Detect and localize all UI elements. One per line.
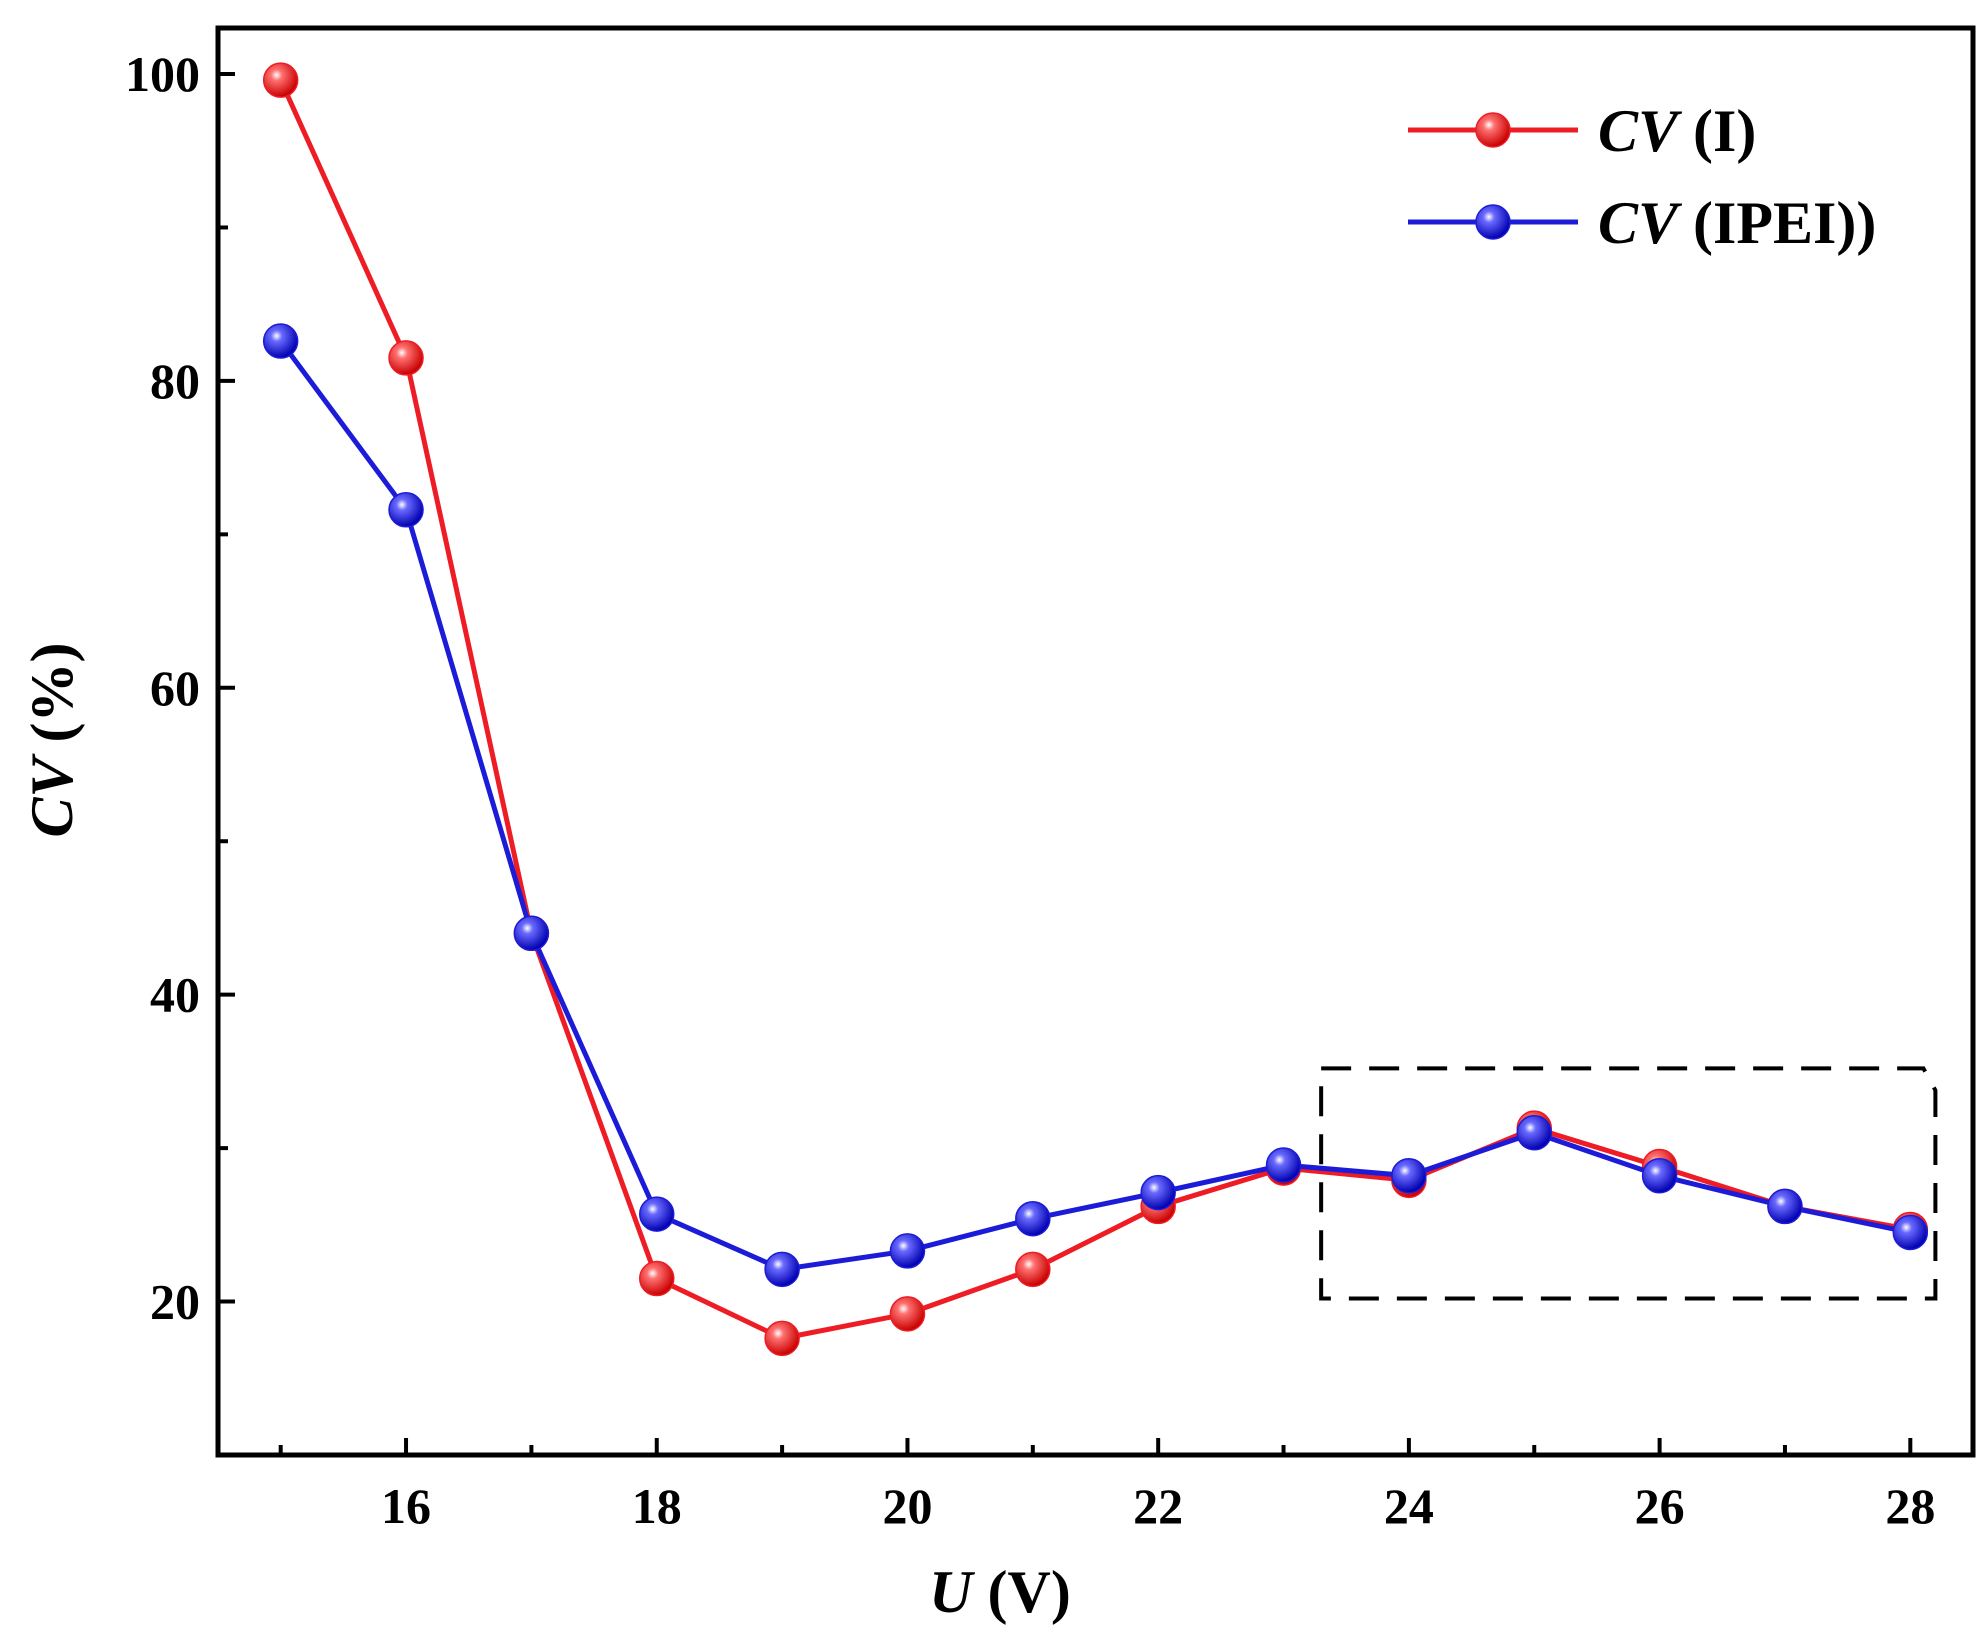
data-point-cv-i <box>1015 1251 1051 1288</box>
data-point-cv-ipei <box>1641 1157 1678 1194</box>
series-line-cv-ipei <box>278 339 1911 1272</box>
series-cv-ipei <box>262 323 1929 1288</box>
x-axis-title: U (V) <box>929 1559 1071 1625</box>
data-point-cv-ipei <box>639 1196 675 1232</box>
data-point-cv-ipei <box>1140 1174 1176 1211</box>
x-axis-title-var: U <box>929 1559 975 1625</box>
data-point-cv-ipei <box>388 492 424 528</box>
x-tick-label: 26 <box>1635 1478 1685 1534</box>
data-point-cv-ipei <box>889 1233 926 1269</box>
x-tick-label: 28 <box>1885 1478 1935 1534</box>
data-point-cv-i <box>639 1260 675 1297</box>
data-point-cv-i <box>889 1296 926 1332</box>
x-tick-label: 20 <box>882 1478 932 1534</box>
data-point-cv-ipei <box>1391 1157 1427 1194</box>
data-point-cv-ipei <box>1015 1200 1051 1237</box>
legend-item-cv-ipei: CV (IPEI)) <box>1408 190 1876 256</box>
y-axis-title: CV (%) <box>19 642 85 837</box>
data-point-cv-ipei <box>1767 1188 1803 1225</box>
x-axis-ticks: 16 18 20 22 24 26 28 <box>278 1438 1935 1534</box>
y-tick-label: 100 <box>125 46 200 102</box>
series-layer <box>262 62 1929 1357</box>
annotation-dashed-box <box>1319 1066 1938 1301</box>
y-tick-label: 20 <box>150 1274 200 1330</box>
annotation-layer <box>1319 1066 1938 1301</box>
data-point-cv-i <box>764 1320 800 1357</box>
x-tick-label: 22 <box>1133 1478 1183 1534</box>
x-tick-label: 16 <box>381 1478 431 1534</box>
y-axis-title-var: CV <box>19 752 85 837</box>
data-point-cv-ipei <box>764 1251 800 1288</box>
series-cv-i <box>262 62 1929 1357</box>
legend-marker-cv-ipei <box>1475 204 1511 240</box>
data-point-cv-ipei <box>1892 1214 1929 1251</box>
legend-marker-cv-i <box>1475 112 1511 148</box>
data-point-cv-i <box>262 62 299 98</box>
data-point-cv-ipei <box>262 323 299 359</box>
x-tick-label: 18 <box>632 1478 682 1534</box>
y-tick-label: 40 <box>150 967 200 1023</box>
y-axis-title-unit: (%) <box>19 642 85 757</box>
x-tick-label: 24 <box>1384 1478 1434 1534</box>
series-line-cv-i <box>278 79 1911 1341</box>
svg-text:CV (IPEI)): CV (IPEI)) <box>1598 190 1876 256</box>
legend-label-cv-ipei-suffix: (IPEI)) <box>1678 190 1876 256</box>
legend-label-cv-i-suffix: (I) <box>1678 98 1756 164</box>
y-tick-label: 80 <box>150 353 200 409</box>
legend-label-cv-i-var: CV <box>1598 98 1683 164</box>
data-point-cv-i <box>388 340 424 376</box>
svg-text:CV (I): CV (I) <box>1598 98 1756 164</box>
legend-label-cv-ipei-var: CV <box>1598 190 1683 256</box>
data-point-cv-ipei <box>513 915 550 952</box>
data-point-cv-ipei <box>1265 1147 1302 1183</box>
x-axis-title-unit: (V) <box>973 1559 1071 1625</box>
plot-frame <box>215 25 1976 1458</box>
legend: CV (I) CV (IPEI)) <box>1408 98 1876 256</box>
y-tick-label: 60 <box>150 660 200 716</box>
data-point-cv-ipei <box>1516 1115 1552 1151</box>
legend-item-cv-i: CV (I) <box>1408 98 1756 164</box>
y-axis-ticks: 20 40 60 80 100 <box>125 46 235 1330</box>
